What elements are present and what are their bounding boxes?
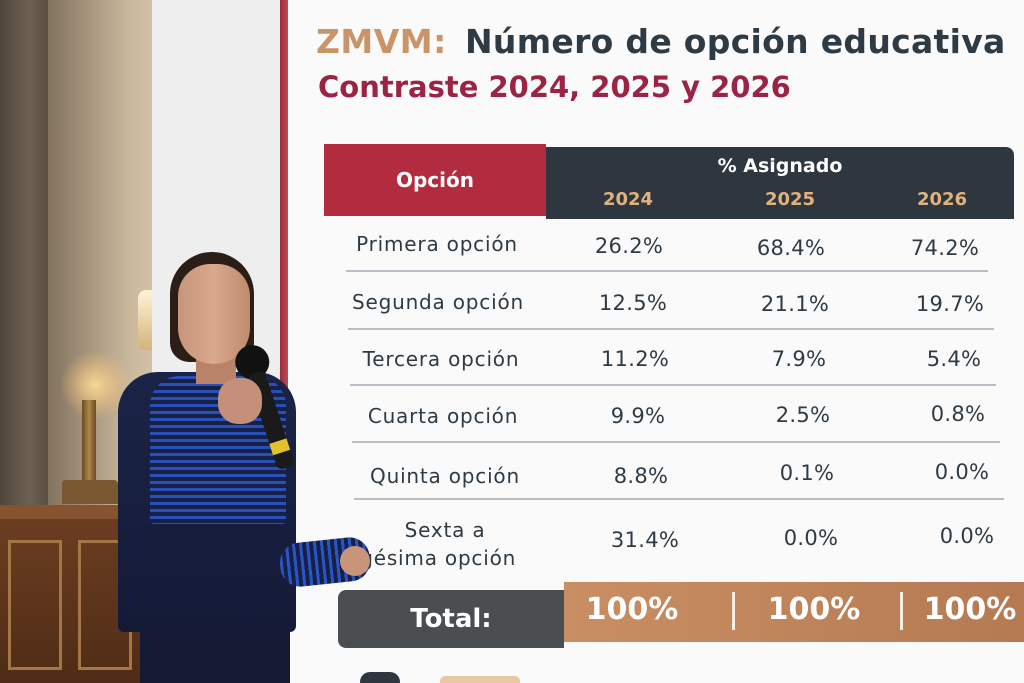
row-divider — [346, 270, 988, 272]
slide-red-edge — [280, 0, 288, 683]
speaker-trousers — [140, 630, 290, 683]
cell-2026: 5.4% — [926, 347, 982, 371]
cell-2026: 0.0% — [934, 460, 990, 484]
row-label-line1: Sexta a — [404, 518, 486, 542]
header-assigned-label: % Asignado — [717, 155, 843, 177]
header-year-2026: 2026 — [916, 189, 968, 210]
cabinet-panel — [8, 540, 62, 670]
cell-2025: 68.4% — [756, 236, 826, 260]
cell-2024: 8.8% — [613, 464, 669, 488]
cell-2025: 7.9% — [771, 347, 827, 371]
total-2024: 100% — [585, 592, 679, 627]
cell-2024: 31.4% — [610, 528, 680, 552]
stone-column — [0, 0, 48, 520]
total-bar: 100% 100% 100% — [564, 582, 1024, 642]
logo-icon — [360, 672, 400, 683]
cell-2024: 12.5% — [598, 291, 668, 315]
row-label: Segunda opción — [352, 290, 524, 314]
cabinet-top — [0, 505, 150, 519]
cell-2025: 0.0% — [783, 526, 839, 550]
cell-2024: 11.2% — [600, 347, 670, 371]
row-label: Quinta opción — [370, 464, 520, 488]
cell-2026: 74.2% — [910, 236, 980, 260]
row-divider — [352, 441, 1000, 443]
cell-2026: 19.7% — [915, 292, 985, 316]
header-option: Opción — [324, 144, 546, 216]
cell-2025: 21.1% — [760, 292, 830, 316]
lamp-foot — [62, 480, 118, 504]
row-divider — [348, 328, 994, 330]
header-year-2024: 2024 — [602, 189, 654, 210]
speaker-hand-holding-mic — [218, 378, 262, 424]
slide — [288, 0, 1024, 683]
logo-wordmark — [440, 676, 520, 683]
speaker-figure — [100, 250, 373, 683]
cell-2025: 2.5% — [775, 403, 831, 427]
cell-2024: 26.2% — [594, 234, 664, 258]
row-label: Cuarta opción — [367, 404, 519, 428]
total-separator — [900, 592, 903, 630]
header-year-2025: 2025 — [764, 189, 816, 210]
speaker-hand — [340, 546, 370, 576]
cell-2026: 0.0% — [939, 524, 995, 548]
slide-title: Número de opción educativa — [465, 22, 1006, 61]
total-2026: 100% — [923, 592, 1017, 627]
row-divider — [354, 498, 1004, 500]
row-divider — [350, 384, 996, 386]
row-label-line2: igésima opción — [353, 546, 517, 570]
row-label: Tercera opción — [362, 347, 520, 371]
cell-2026: 0.8% — [930, 402, 986, 426]
lamp-stand — [82, 400, 96, 500]
total-2025: 100% — [767, 592, 861, 627]
cell-2024: 9.9% — [610, 404, 666, 428]
slide-subtitle: Contraste 2024, 2025 y 2026 — [318, 70, 791, 104]
total-separator — [732, 592, 735, 630]
speaker-face — [178, 264, 250, 364]
total-label: Total: — [338, 590, 564, 648]
cell-2025: 0.1% — [779, 461, 835, 485]
slide-title-prefix: ZMVM: — [316, 22, 447, 61]
row-label: Primera opción — [356, 232, 518, 256]
header-assigned: % Asignado 2024 2025 2026 — [546, 147, 1014, 219]
